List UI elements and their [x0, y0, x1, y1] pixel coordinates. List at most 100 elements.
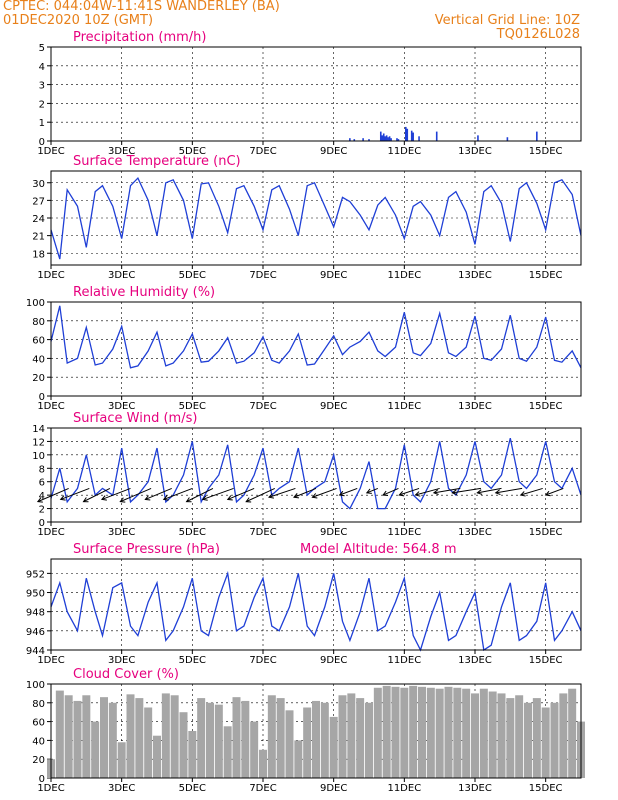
- precipitation-bar: [381, 135, 384, 141]
- temperature-ytick-label: 27: [32, 196, 45, 207]
- wind-arrow-head: [82, 497, 89, 503]
- precipitation-bar: [412, 132, 414, 141]
- precipitation-ytick-label: 5: [39, 43, 45, 54]
- humidity-ytick-label: 40: [32, 354, 45, 365]
- cloud-cover-bar: [188, 731, 197, 778]
- wind-arrow: [101, 487, 131, 500]
- humidity-frame: [50, 301, 582, 397]
- humidity-title: Relative Humidity (%): [73, 285, 215, 300]
- temperature-title: Surface Temperature (nC): [73, 154, 241, 169]
- precipitation-xtick-label: 13DEC: [458, 146, 492, 157]
- pressure-xtick-label: 13DEC: [458, 655, 492, 666]
- precipitation-ytick-label: 0: [39, 137, 45, 148]
- cloud-cover-bar: [365, 702, 373, 778]
- precipitation-bar: [390, 138, 392, 141]
- cloud-cover-bar: [550, 702, 559, 778]
- precipitation-xtick-label: 15DEC: [529, 146, 563, 157]
- humidity-ytick-label: 80: [32, 317, 45, 328]
- cloud-cover-bar: [276, 698, 285, 778]
- wind-arrow-head: [267, 493, 274, 499]
- cloud-cover-xtick-label: 9DEC: [320, 783, 347, 794]
- precipitation-bar: [387, 137, 389, 141]
- precipitation-bar: [349, 138, 351, 141]
- cloud-cover-bar: [479, 688, 488, 778]
- grid-note: Vertical Grid Line: 10Z: [434, 13, 580, 28]
- cloud-cover-bar: [64, 695, 73, 778]
- pressure-ytick-label: 952: [26, 569, 45, 580]
- pressure-title: Surface Pressure (hPa): [73, 542, 220, 557]
- cloud-cover-bar: [506, 698, 515, 778]
- wind-arrow-head: [119, 497, 126, 503]
- wind-arrow: [520, 487, 543, 496]
- wind-ytick-label: 2: [39, 505, 45, 516]
- temperature-frame: [50, 170, 582, 266]
- wind-arrow: [120, 487, 152, 503]
- wind-arrow-head: [59, 495, 66, 501]
- humidity-xtick-label: 1DEC: [37, 401, 64, 412]
- cloud-cover-bar: [462, 688, 471, 778]
- cloud-cover-bar: [391, 686, 400, 778]
- temperature-xtick-label: 5DEC: [179, 270, 206, 281]
- wind-arrow-head: [311, 493, 318, 499]
- temperature-xtick-label: 9DEC: [320, 270, 347, 281]
- temperature-ytick-label: 18: [32, 249, 45, 260]
- temperature-xtick-label: 3DEC: [108, 270, 135, 281]
- cloud-cover-bar: [91, 721, 100, 778]
- precipitation-frame: [50, 46, 582, 142]
- precipitation-xtick-label: 7DEC: [249, 146, 276, 157]
- wind-arrow: [495, 487, 523, 494]
- wind-arrow-head: [144, 495, 151, 501]
- cloud-cover-bar: [373, 687, 382, 778]
- cloud-cover-xtick-label: 3DEC: [108, 783, 135, 794]
- wind-arrow: [477, 487, 502, 494]
- cloud-cover-xtick-label: 15DEC: [529, 783, 563, 794]
- pressure-ytick-label: 944: [26, 646, 45, 657]
- precipitation-bar: [435, 131, 438, 141]
- cloud-cover-bar: [400, 687, 409, 778]
- cloud-cover-bar: [329, 716, 338, 778]
- pressure-ytick-label: 950: [26, 589, 45, 600]
- wind-ytick-label: 14: [32, 424, 45, 435]
- wind-ytick-label: 6: [39, 478, 45, 489]
- cloud-cover-frame: [50, 683, 582, 779]
- cloud-cover-bar: [347, 693, 356, 778]
- cloud-cover-ytick-label: 20: [32, 755, 45, 766]
- cloud-cover-xtick-label: 13DEC: [458, 783, 492, 794]
- wind-arrow: [245, 487, 275, 503]
- wind-xtick-label: 11DEC: [387, 527, 421, 538]
- wind-arrow: [399, 487, 420, 496]
- humidity-panel: 0 20 40 60 80 100 1DEC 3DEC 5DEC 7DEC 9DEC 11DEC 13D…: [26, 285, 582, 412]
- cloud-cover-bar: [568, 688, 577, 778]
- cloud-cover-bar: [312, 700, 320, 778]
- temperature-ytick-label: 24: [32, 214, 45, 225]
- precipitation-bar: [406, 128, 409, 141]
- cloud-cover-bar: [453, 687, 462, 778]
- wind-arrow-head: [293, 493, 300, 499]
- pressure-xtick-label: 3DEC: [108, 655, 135, 666]
- wind-arrow: [60, 487, 90, 500]
- pressure-xtick-label: 15DEC: [529, 655, 563, 666]
- precipitation-bar: [379, 131, 382, 141]
- wind-xtick-label: 5DEC: [179, 527, 206, 538]
- cloud-cover-bar: [241, 700, 250, 778]
- cloud-cover-bar: [170, 695, 179, 778]
- cloud-cover-bar: [338, 695, 347, 778]
- wind-arrow-head: [201, 495, 208, 501]
- wind-xtick-label: 15DEC: [529, 527, 563, 538]
- wind-arrow-head: [245, 497, 252, 503]
- cloud-cover-bar: [356, 698, 365, 778]
- precipitation-xtick-label: 5DEC: [179, 146, 206, 157]
- temperature-xtick-label: 1DEC: [37, 270, 64, 281]
- wind-arrow: [163, 487, 193, 500]
- cloud-cover-ytick-label: 60: [32, 718, 45, 729]
- cloud-cover-bar: [285, 710, 294, 778]
- cloud-cover-ytick-label: 100: [26, 680, 45, 691]
- model-code: TQ0126L028: [496, 27, 580, 42]
- cloud-cover-ytick-label: 0: [39, 774, 45, 785]
- wind-ytick-label: 0: [39, 518, 45, 529]
- pressure-ytick-label: 946: [26, 627, 45, 638]
- cloud-cover-bar: [497, 693, 506, 778]
- precipitation-bar: [397, 139, 400, 141]
- precipitation-ytick-label: 4: [39, 62, 45, 73]
